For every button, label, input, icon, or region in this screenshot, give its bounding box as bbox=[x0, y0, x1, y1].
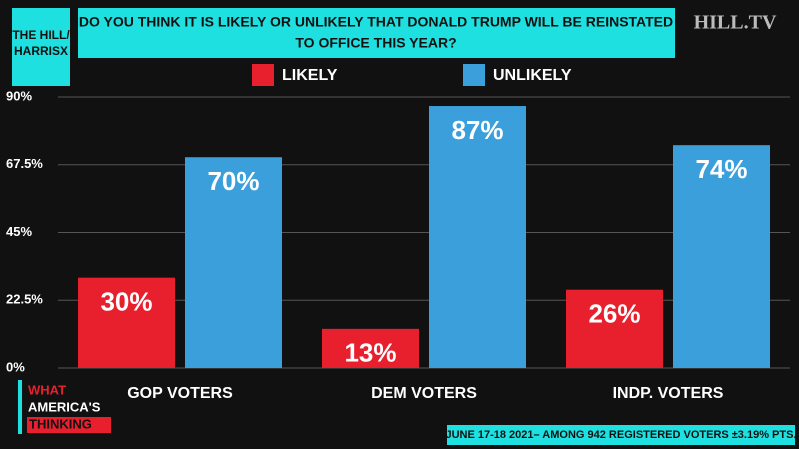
logo-bar bbox=[18, 380, 22, 434]
legend-swatch bbox=[252, 64, 274, 86]
bar bbox=[322, 328, 419, 368]
logo: WHAT bbox=[28, 382, 66, 397]
source: HARRISX bbox=[14, 44, 68, 58]
y-tick-label: 45% bbox=[6, 224, 32, 239]
y-tick-label: 67.5% bbox=[6, 156, 43, 171]
bar bbox=[78, 277, 175, 368]
legend-swatch bbox=[463, 64, 485, 86]
bar bbox=[429, 106, 526, 369]
value-label: 13% bbox=[344, 338, 396, 368]
y-tick-label: 90% bbox=[6, 88, 32, 103]
logo: THINKING bbox=[29, 416, 92, 431]
brand: HILL.TV bbox=[694, 12, 777, 34]
source: THE HILL/ bbox=[12, 28, 70, 42]
note-box bbox=[447, 425, 795, 445]
title-box bbox=[78, 8, 675, 58]
bar bbox=[185, 157, 282, 368]
legend-label: UNLIKELY bbox=[493, 67, 572, 84]
x-tick-label: DEM VOTERS bbox=[371, 385, 477, 402]
y-tick-label: 22.5% bbox=[6, 292, 43, 307]
value-label: 26% bbox=[588, 299, 640, 329]
logo-box bbox=[27, 417, 111, 433]
x-tick-label: INDP. VOTERS bbox=[613, 385, 724, 402]
x-tick-label: GOP VOTERS bbox=[127, 385, 233, 402]
note: JUNE 17-18 2021– AMONG 942 REGISTERED VO… bbox=[445, 429, 796, 441]
logo: AMERICA'S bbox=[28, 399, 101, 414]
bar bbox=[566, 289, 663, 368]
bar bbox=[673, 145, 770, 368]
value-label: 70% bbox=[207, 166, 259, 196]
y-tick-label: 0% bbox=[6, 359, 25, 374]
value-label: 74% bbox=[695, 154, 747, 184]
value-label: 30% bbox=[100, 287, 152, 317]
source-box bbox=[12, 8, 70, 86]
chart-title: TO OFFICE THIS YEAR? bbox=[295, 35, 456, 51]
legend-label: LIKELY bbox=[282, 67, 338, 84]
value-label: 87% bbox=[451, 115, 503, 145]
chart-title: DO YOU THINK IT IS LIKELY OR UNLIKELY TH… bbox=[79, 14, 673, 30]
